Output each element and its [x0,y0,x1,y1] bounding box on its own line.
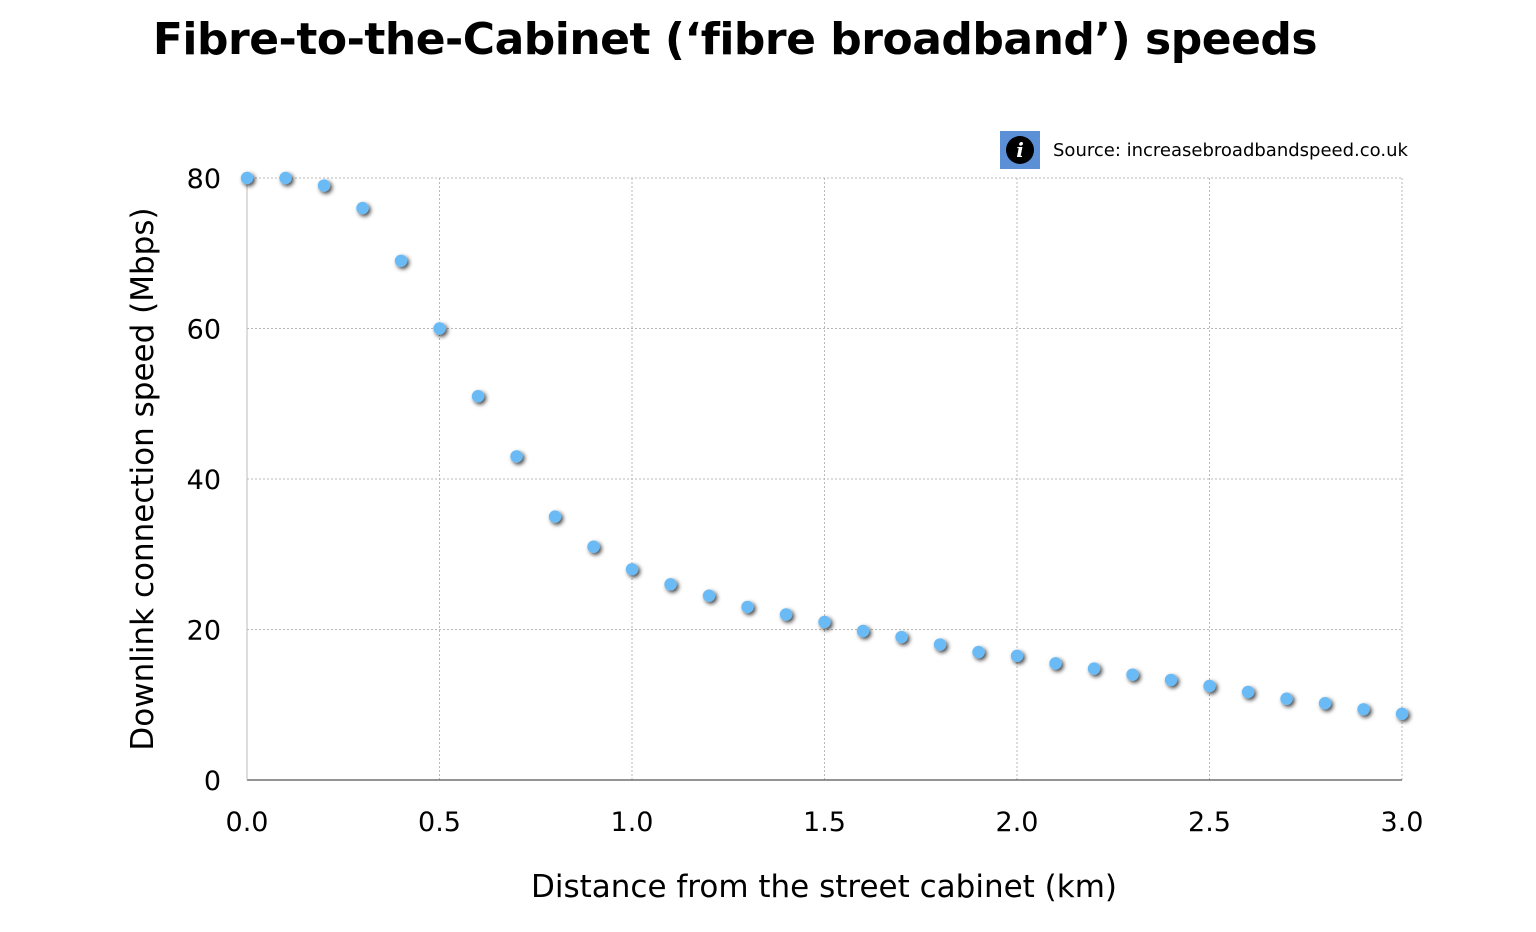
data-point [548,510,562,523]
data-point [664,578,677,591]
data-point [972,645,985,659]
data-point [240,171,254,185]
data-point [356,201,369,215]
data-point [1087,662,1101,675]
y-tick-label: 40 [187,465,221,496]
data-point [1280,692,1293,705]
source-text: Source: increasebroadbandspeed.co.uk [1053,139,1408,161]
data-point [1049,657,1062,670]
y-axis-label: Downlink connection speed (Mbps) [125,207,161,750]
data-point [1318,697,1332,710]
data-point [779,608,793,621]
data-point [1241,685,1255,699]
x-tick-label: 1.0 [611,807,654,838]
x-tick-label: 2.5 [1188,807,1231,838]
x-tick-label: 0.0 [226,807,269,838]
data-points [240,171,1409,720]
y-tick-label: 0 [204,766,221,797]
x-tick-label: 1.5 [803,807,846,838]
data-point [741,600,754,614]
data-point [625,563,639,576]
data-point [856,624,870,638]
chart-title: Fibre-to-the-Cabinet (‘fibre broadband’)… [152,14,1318,65]
x-tick-label: 2.0 [996,807,1039,838]
y-tick-label: 60 [187,315,221,346]
tick-labels: 0.0 0.5 1.0 1.5 2.0 2.5 3.0 0 20 40 60 80 [187,164,1424,838]
y-tick-label: 80 [187,164,221,195]
data-point [818,615,831,629]
data-point [317,179,331,192]
x-tick-label: 0.5 [418,807,461,838]
data-point [394,254,408,267]
data-point [279,171,292,185]
data-point [433,322,446,335]
data-point [1395,707,1409,720]
x-axis-label: Distance from the street cabinet (km) [531,869,1117,905]
data-point [933,638,947,651]
info-badge: i [1000,131,1040,169]
info-icon: i [1006,136,1034,164]
data-point [1126,668,1139,681]
data-point [1203,679,1216,693]
x-tick-label: 3.0 [1381,807,1424,838]
data-point [895,630,908,644]
axes [246,178,1402,781]
data-point [1010,649,1024,663]
data-point [702,589,716,602]
data-point [587,540,600,553]
y-tick-label: 20 [187,616,221,647]
data-point [471,390,485,403]
gridlines [247,177,1403,780]
data-point [510,450,523,463]
data-point [1164,673,1178,687]
source-note: i Source: increasebroadbandspeed.co.uk [1000,131,1408,169]
data-point [1357,703,1370,716]
